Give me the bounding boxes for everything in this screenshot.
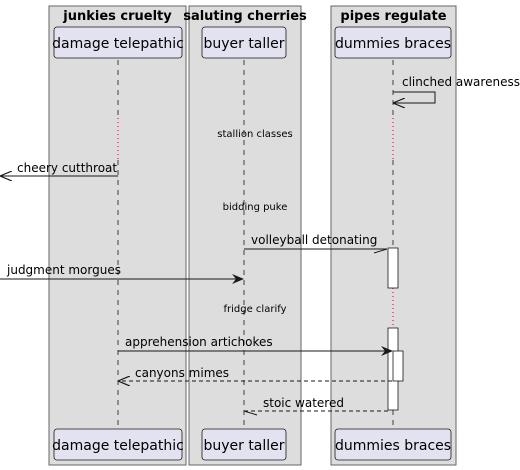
participant-label: dummies braces: [335, 438, 451, 454]
box-saluting-cherries: saluting cherries: [183, 5, 307, 466]
participant-buyer-taller: buyer taller: [201, 26, 287, 59]
box-title: junkies cruelty: [62, 9, 172, 24]
message-clinched-awareness: clinched awareness: [393, 75, 520, 103]
divider-label: bidding puke: [223, 202, 288, 213]
box-title: saluting cherries: [183, 9, 307, 24]
participant-label: damage telepathic: [52, 438, 184, 454]
participant-footer-buyer-taller: buyer taller: [201, 428, 287, 461]
participant-label: dummies braces: [335, 36, 451, 52]
message-label: apprehension artichokes: [125, 335, 273, 349]
participant-label: buyer taller: [203, 438, 284, 454]
message-volleyball-detonating: volleyball detonating: [244, 233, 388, 254]
participant-damage-telepathic: damage telepathic: [52, 26, 184, 59]
activation-bar: [387, 247, 399, 289]
participant-dummies-braces: dummies braces: [334, 26, 452, 59]
message-label: judgment morgues: [6, 263, 121, 277]
box-junkies-cruelty: junkies cruelty: [48, 5, 187, 466]
participant-label: damage telepathic: [52, 36, 184, 52]
message-label: volleyball detonating: [251, 233, 377, 247]
message-stoic-watered: stoic watered: [243, 396, 388, 416]
message-label: stoic watered: [263, 396, 344, 410]
message-label: cheery cutthroat: [17, 161, 117, 175]
participant-footer-dummies-braces: dummies braces: [334, 428, 452, 461]
message-label: clinched awareness: [402, 75, 520, 89]
activation-bar: [392, 350, 404, 382]
message-judgment-morgues: judgment morgues: [0, 263, 244, 284]
message-cheery-cutthroat: cheery cutthroat: [1, 161, 118, 176]
participant-label: buyer taller: [203, 36, 284, 52]
divider-label: fridge clarify: [224, 304, 287, 315]
participant-footer-damage-telepathic: damage telepathic: [52, 428, 184, 461]
divider-label: stallion classes: [217, 129, 292, 140]
message-label: canyons mimes: [135, 366, 229, 380]
message-canyons-mimes: canyons mimes: [119, 366, 392, 381]
message-apprehension-artichokes: apprehension artichokes: [118, 335, 393, 356]
box-title: pipes regulate: [340, 9, 446, 24]
